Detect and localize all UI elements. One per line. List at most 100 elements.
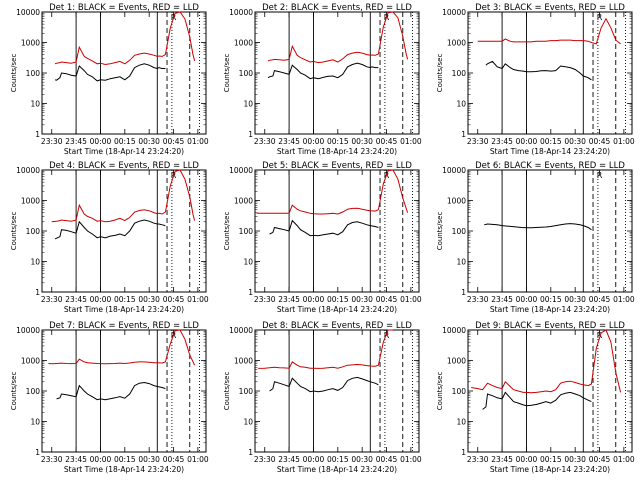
y-tick-label: 1000 — [447, 357, 466, 366]
x-axis-label: Start Time (18-Apr-14 23:24:20) — [490, 305, 610, 314]
y-tick-label: 10000 — [16, 326, 40, 335]
x-tick-label: 01:00 — [187, 455, 209, 464]
x-tick-label: 00:30 — [138, 137, 160, 146]
y-tick-label: 10 — [30, 100, 40, 109]
y-tick-label: 1 — [35, 448, 40, 457]
x-tick-label: 23:45 — [65, 137, 87, 146]
x-tick-label: 00:00 — [303, 295, 325, 304]
series-line-events — [269, 219, 379, 237]
chart-title: Det 4: BLACK = Events, RED = LLD — [49, 161, 199, 171]
chart-panel-3: Det 3: BLACK = Events, RED = LLD 1 10 100 10… — [436, 3, 635, 156]
x-tick-label: 00:30 — [351, 455, 373, 464]
marker-label: R — [597, 171, 603, 180]
y-tick-label: 1 — [248, 130, 253, 139]
plot-frame — [254, 329, 420, 453]
chart-panel-6: Det 6: BLACK = Events, RED = LLD 1 10 100 10… — [436, 161, 635, 314]
x-tick-label: 00:00 — [516, 455, 538, 464]
y-tick-label: 10 — [456, 258, 466, 267]
y-axis-label: Counts/sec — [436, 372, 444, 411]
y-tick-label: 10000 — [16, 166, 40, 175]
x-tick-label: 00:30 — [351, 295, 373, 304]
plot-frame — [41, 11, 207, 135]
plot-frame — [467, 11, 633, 135]
x-tick-label: 00:00 — [516, 295, 538, 304]
x-tick-label: 00:30 — [564, 455, 586, 464]
y-tick-label: 1 — [248, 448, 253, 457]
series-line-lld — [54, 11, 196, 66]
x-tick-label: 01:00 — [400, 137, 422, 146]
chart-title: Det 1: BLACK = Events, RED = LLD — [49, 3, 199, 13]
y-tick-label: 1000 — [234, 197, 253, 206]
chart-title: Det 5: BLACK = Events, RED = LLD — [262, 161, 412, 171]
x-tick-label: 23:30 — [41, 295, 63, 304]
series-line-events — [267, 62, 379, 80]
y-axis-label: Counts/sec — [10, 54, 18, 93]
y-axis-label: Counts/sec — [10, 372, 18, 411]
y-tick-label: 10 — [30, 258, 40, 267]
y-tick-label: 1 — [461, 448, 466, 457]
plot-frame — [41, 169, 207, 293]
y-tick-label: 100 — [239, 227, 254, 236]
marker-label: R — [597, 331, 603, 340]
x-tick-label: 00:45 — [589, 137, 611, 146]
marker-label: R — [597, 13, 603, 22]
y-axis-label: Counts/sec — [223, 372, 231, 411]
y-tick-label: 10 — [243, 258, 253, 267]
marker-label: R — [384, 331, 390, 340]
x-tick-label: 00:45 — [589, 295, 611, 304]
plot-frame — [467, 169, 633, 293]
series-line-events — [269, 376, 379, 393]
y-tick-label: 1000 — [447, 39, 466, 48]
x-axis-label: Start Time (18-Apr-14 23:24:20) — [490, 465, 610, 474]
y-tick-label: 10 — [243, 100, 253, 109]
series-line-lld — [267, 11, 409, 64]
x-tick-label: 00:45 — [376, 455, 398, 464]
series-line-lld — [51, 169, 196, 223]
plot-frame — [254, 169, 420, 293]
x-axis-label: Start Time (18-Apr-14 23:24:20) — [64, 465, 184, 474]
x-tick-label: 01:00 — [613, 455, 635, 464]
x-tick-label: 00:15 — [114, 137, 136, 146]
series-line-lld — [48, 329, 196, 366]
x-axis-label: Start Time (18-Apr-14 23:24:20) — [64, 305, 184, 314]
chart-panel-1: Det 1: BLACK = Events, RED = LLD 1 10 100 10… — [10, 3, 209, 156]
x-tick-label: 00:45 — [376, 295, 398, 304]
y-tick-label: 100 — [26, 387, 41, 396]
chart-title: Det 7: BLACK = Events, RED = LLD — [49, 321, 199, 331]
y-tick-label: 10 — [456, 418, 466, 427]
chart-title: Det 8: BLACK = Events, RED = LLD — [262, 321, 412, 331]
x-tick-label: 23:45 — [65, 455, 87, 464]
x-tick-label: 00:15 — [327, 137, 349, 146]
x-tick-label: 23:45 — [278, 295, 300, 304]
y-tick-label: 1000 — [21, 357, 40, 366]
x-tick-label: 00:00 — [90, 455, 112, 464]
y-axis-label: Counts/sec — [10, 212, 18, 251]
plot-frame — [467, 329, 633, 453]
y-tick-label: 100 — [452, 69, 467, 78]
y-axis-label: Counts/sec — [223, 212, 231, 251]
x-axis-label: Start Time (18-Apr-14 23:24:20) — [64, 147, 184, 156]
series-line-lld — [256, 169, 409, 215]
x-tick-label: 00:15 — [114, 455, 136, 464]
y-tick-label: 100 — [26, 227, 41, 236]
y-tick-label: 1 — [461, 288, 466, 297]
x-tick-label: 23:30 — [41, 455, 63, 464]
x-tick-label: 23:45 — [491, 295, 513, 304]
x-tick-label: 00:30 — [351, 137, 373, 146]
y-tick-label: 1000 — [21, 39, 40, 48]
chart-panel-4: Det 4: BLACK = Events, RED = LLD 1 10 100 10… — [10, 161, 209, 314]
y-tick-label: 10000 — [442, 166, 466, 175]
x-tick-label: 00:00 — [303, 137, 325, 146]
plot-frame — [254, 11, 420, 135]
y-tick-label: 10 — [30, 418, 40, 427]
chart-title: Det 3: BLACK = Events, RED = LLD — [475, 3, 625, 13]
series-line-events — [482, 391, 592, 410]
chart-panel-5: Det 5: BLACK = Events, RED = LLD 1 10 100 10… — [223, 161, 422, 314]
y-axis-label: Counts/sec — [223, 54, 231, 93]
y-tick-label: 100 — [26, 69, 41, 78]
x-tick-label: 23:45 — [491, 455, 513, 464]
x-tick-label: 00:15 — [327, 455, 349, 464]
x-tick-label: 01:00 — [613, 137, 635, 146]
y-tick-label: 10000 — [229, 166, 253, 175]
y-tick-label: 100 — [239, 387, 254, 396]
